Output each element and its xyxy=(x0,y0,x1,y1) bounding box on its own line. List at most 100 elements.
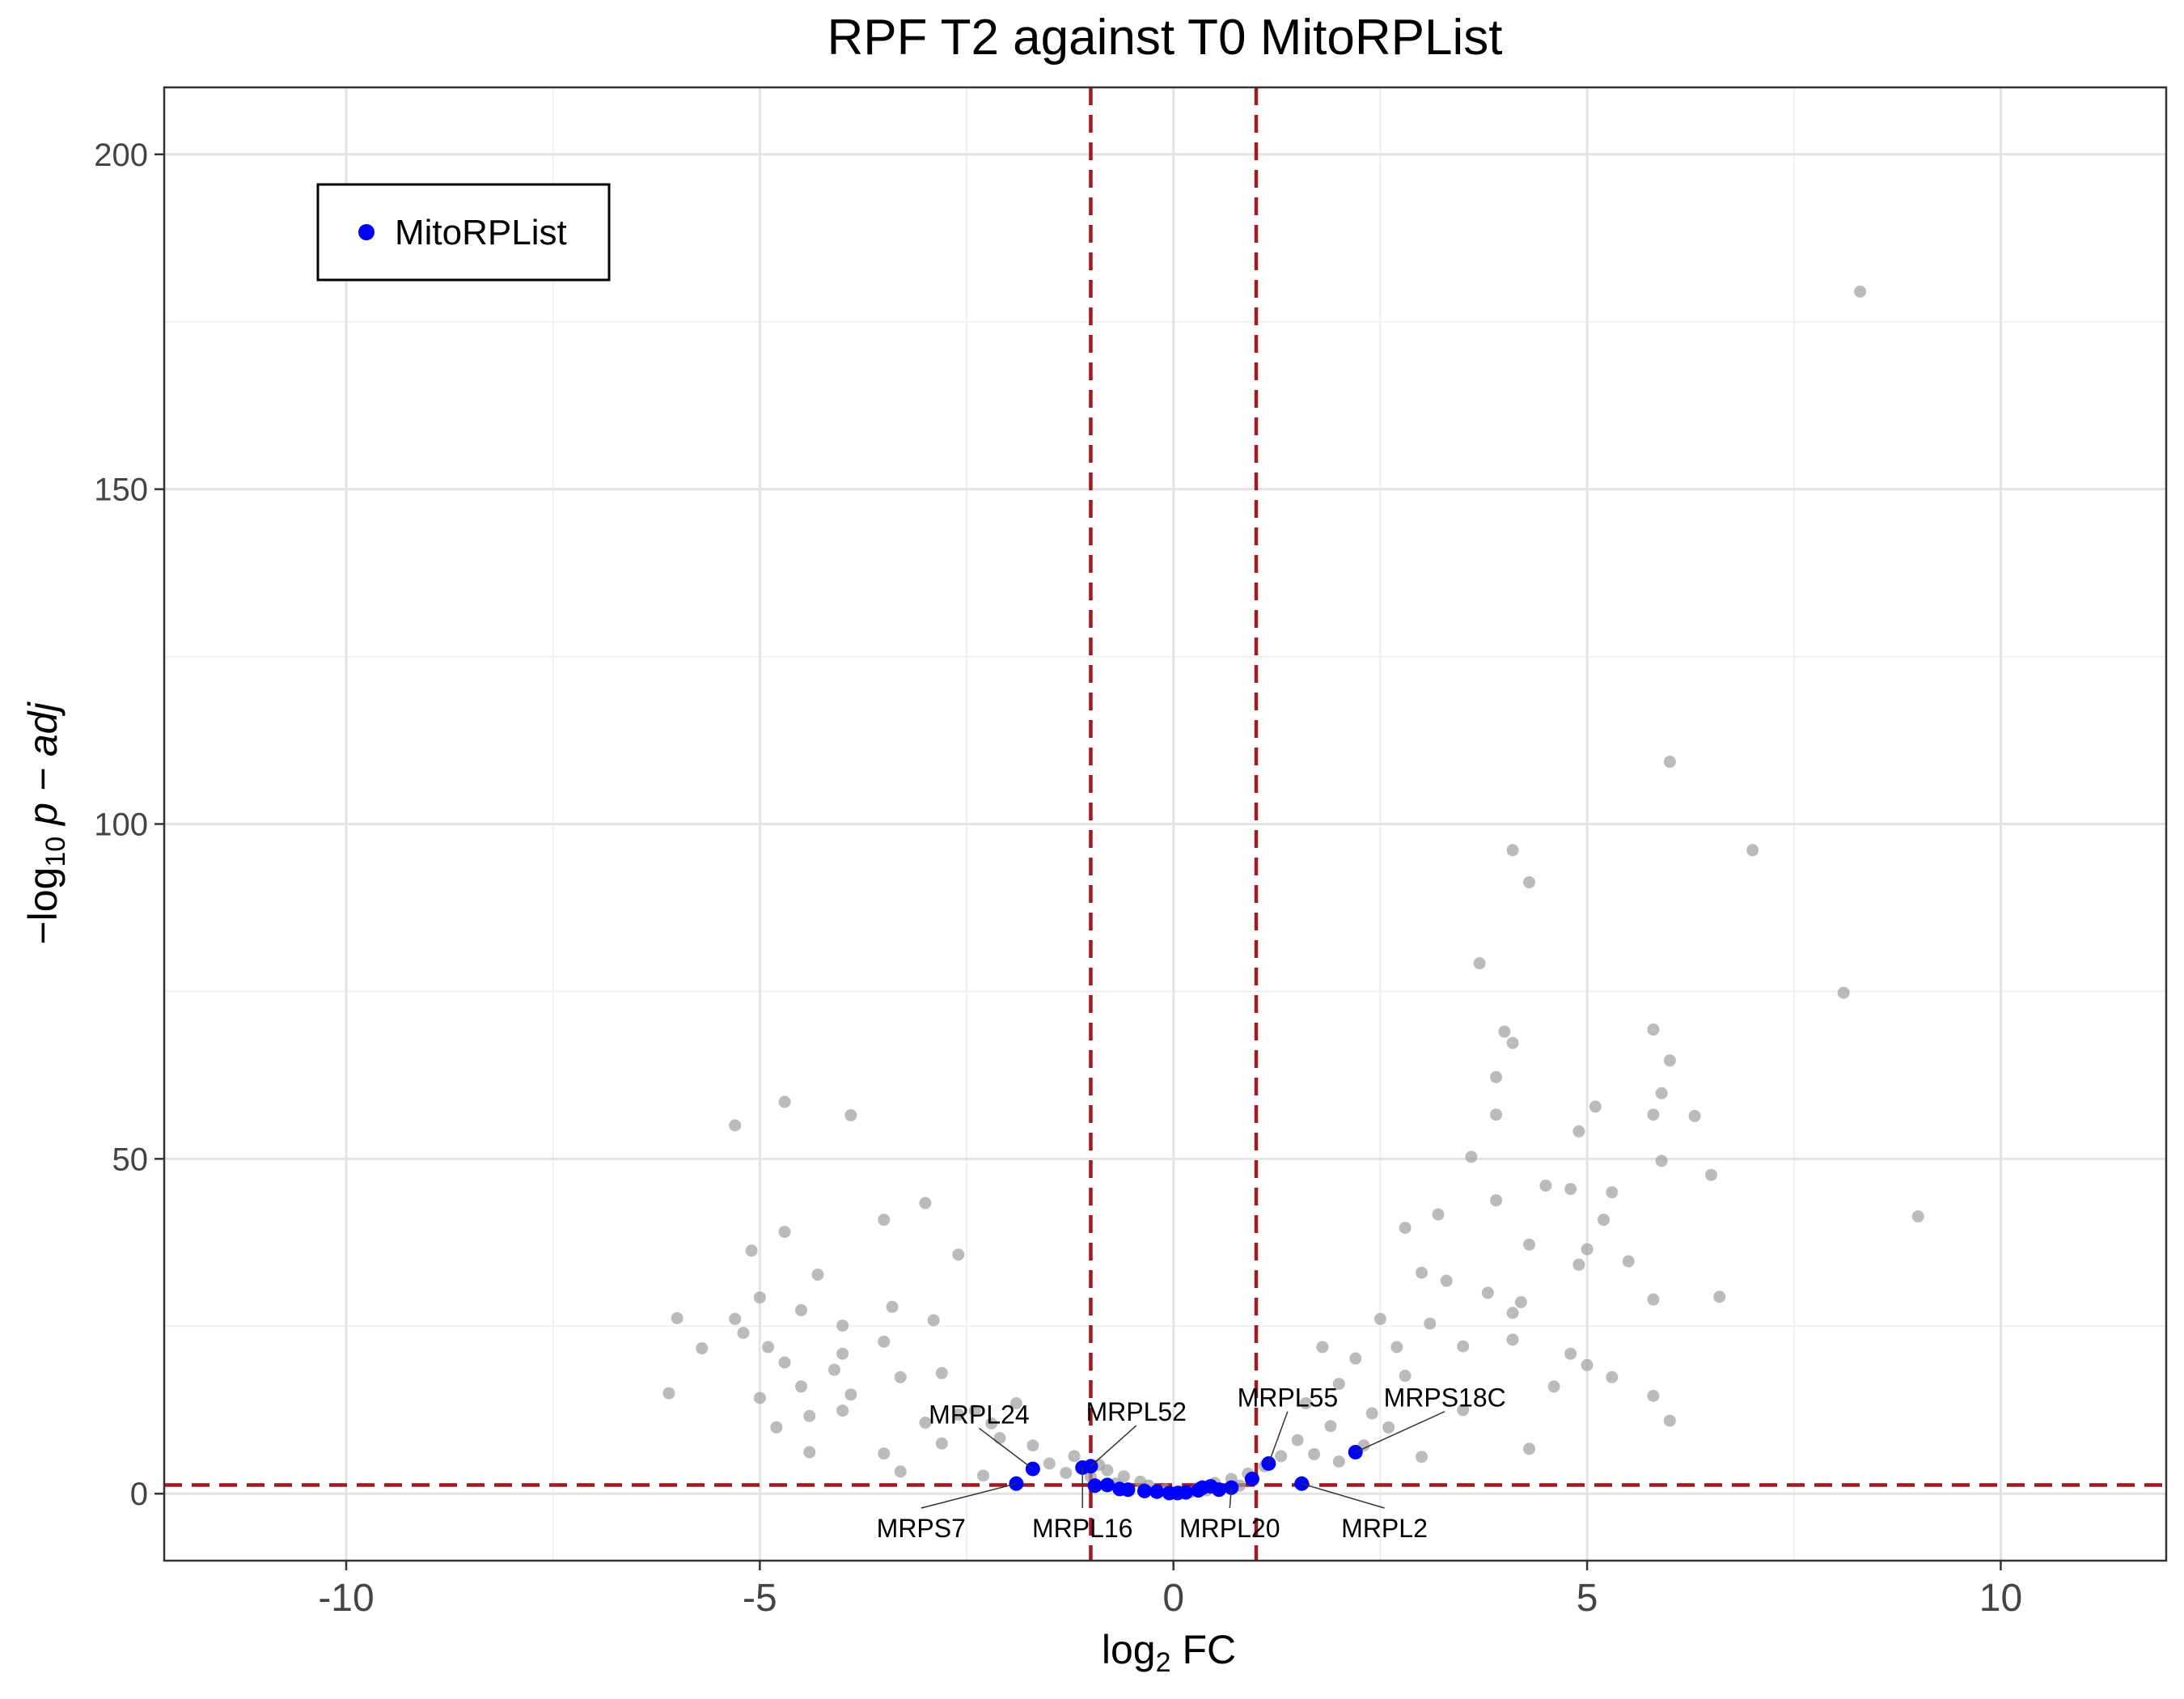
gene-point xyxy=(1416,1266,1428,1279)
gene-point xyxy=(1688,1109,1701,1122)
gene-point xyxy=(1647,1293,1660,1306)
gene-point xyxy=(985,1417,998,1430)
gene-point xyxy=(844,1109,857,1122)
annotation-leader-line xyxy=(921,1483,1017,1509)
gene-point xyxy=(1481,1286,1494,1299)
gene-point xyxy=(1539,1179,1552,1192)
gene-point xyxy=(1514,1295,1527,1308)
gene-point xyxy=(1572,1125,1585,1138)
gene-point xyxy=(1490,1070,1503,1083)
mitorp-point xyxy=(1179,1485,1194,1500)
gene-point xyxy=(1647,1108,1660,1121)
gene-point xyxy=(1663,1414,1676,1427)
gene-annotation-label: MRPL52 xyxy=(1086,1397,1187,1426)
gene-point xyxy=(952,1248,965,1261)
gene-point xyxy=(1009,1396,1022,1409)
gene-point xyxy=(968,1405,981,1417)
gene-point xyxy=(1440,1274,1453,1287)
gene-point xyxy=(1382,1421,1395,1434)
gene-point xyxy=(952,1409,965,1421)
gene-point xyxy=(836,1319,849,1332)
gene-point xyxy=(894,1371,907,1383)
gene-point xyxy=(1713,1290,1726,1303)
x-tick-label: -5 xyxy=(743,1577,777,1620)
gene-point xyxy=(977,1469,989,1482)
gene-point xyxy=(1581,1358,1594,1371)
gene-point xyxy=(1060,1467,1073,1480)
gene-point xyxy=(729,1119,742,1132)
gene-point xyxy=(1299,1396,1312,1409)
gene-point xyxy=(919,1416,932,1429)
gene-point xyxy=(827,1363,840,1376)
mitorp-point xyxy=(1087,1478,1103,1494)
gene-point xyxy=(1498,1025,1511,1038)
gene-point xyxy=(878,1214,891,1227)
data-points xyxy=(662,285,1924,1501)
gene-point xyxy=(1506,1036,1519,1049)
gene-point xyxy=(1490,1108,1503,1121)
mitorp-point xyxy=(1099,1477,1115,1493)
gene-point xyxy=(1349,1352,1362,1365)
gene-point xyxy=(927,1314,940,1327)
gene-point xyxy=(1663,756,1676,769)
annotation-leader-line xyxy=(1229,1487,1233,1509)
chart-title: RPF T2 against T0 MitoRPList xyxy=(827,10,1502,66)
gene-point xyxy=(1399,1222,1412,1235)
gene-point xyxy=(803,1446,816,1459)
gene-point xyxy=(993,1432,1006,1445)
y-tick-label: 100 xyxy=(94,807,148,843)
gene-point xyxy=(1622,1255,1635,1268)
gene-annotations: MRPL24 MRPL52 MRPL55 MRPS18C MRPS7 MRPL16 MRPL… xyxy=(877,1383,1506,1543)
gene-point xyxy=(1373,1312,1386,1325)
gene-point xyxy=(1564,1183,1577,1196)
y-tick-label: 0 xyxy=(130,1477,148,1512)
gene-point xyxy=(1647,1389,1660,1402)
gene-point xyxy=(729,1312,742,1325)
gene-point xyxy=(1746,844,1759,857)
annotation-leader-line xyxy=(1302,1483,1385,1509)
gene-point xyxy=(1547,1380,1560,1393)
mitorp-point xyxy=(1211,1482,1226,1498)
gene-point xyxy=(1911,1210,1924,1223)
gene-point xyxy=(844,1388,857,1401)
gene-point xyxy=(1308,1447,1321,1460)
gene-point xyxy=(1275,1450,1288,1463)
gene-point xyxy=(778,1226,791,1239)
gene-point xyxy=(811,1269,824,1282)
gene-point xyxy=(1473,957,1486,970)
gene-annotation-label: MRPL2 xyxy=(1341,1514,1428,1543)
gene-point xyxy=(1399,1370,1412,1383)
legend: MitoRPList xyxy=(316,183,611,282)
gene-point xyxy=(1663,1054,1676,1067)
gene-point xyxy=(1598,1214,1610,1227)
gene-point xyxy=(1465,1150,1478,1163)
gene-point xyxy=(753,1392,766,1405)
gene-point xyxy=(671,1311,684,1324)
gene-point xyxy=(1324,1420,1337,1433)
gene-point xyxy=(1424,1317,1437,1330)
gene-point xyxy=(1572,1258,1585,1271)
gene-point xyxy=(795,1380,807,1393)
gene-point xyxy=(1316,1341,1329,1354)
y-tick-label: 200 xyxy=(94,138,148,173)
gene-point xyxy=(1332,1377,1345,1390)
gene-point xyxy=(1523,876,1535,889)
gene-point xyxy=(696,1342,709,1355)
gene-point xyxy=(1026,1439,1039,1452)
x-tick-label: 5 xyxy=(1577,1577,1598,1620)
gene-point xyxy=(1506,844,1519,857)
gene-annotation-label: MRPS18C xyxy=(1384,1383,1506,1413)
gene-point xyxy=(1068,1450,1081,1463)
gene-point xyxy=(1291,1434,1304,1447)
gene-point xyxy=(894,1465,907,1478)
gene-point xyxy=(1647,1023,1660,1036)
x-tick-label: 10 xyxy=(1979,1577,2022,1620)
gene-point xyxy=(836,1405,849,1417)
gene-point xyxy=(1655,1155,1668,1167)
x-tick-label: 0 xyxy=(1162,1577,1184,1620)
gene-point xyxy=(1365,1407,1378,1420)
y-axis-ticks: 0 50 100 150 200 xyxy=(94,138,164,1512)
gene-point xyxy=(753,1291,766,1304)
gene-point xyxy=(935,1366,948,1379)
